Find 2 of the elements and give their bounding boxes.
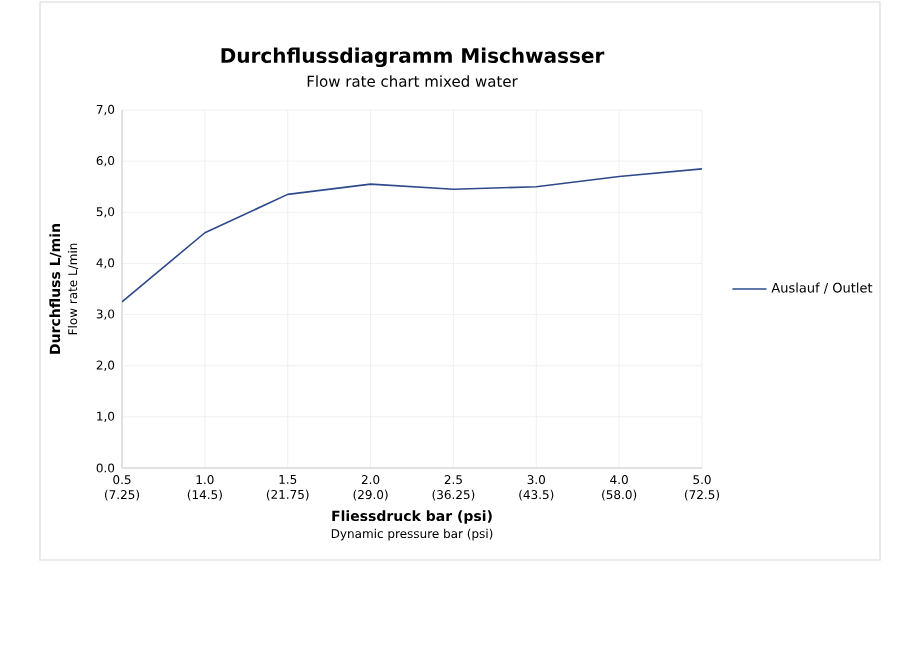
- chart-title: Durchflussdiagramm Mischwasser: [221, 47, 605, 68]
- line-series: [122, 168, 702, 303]
